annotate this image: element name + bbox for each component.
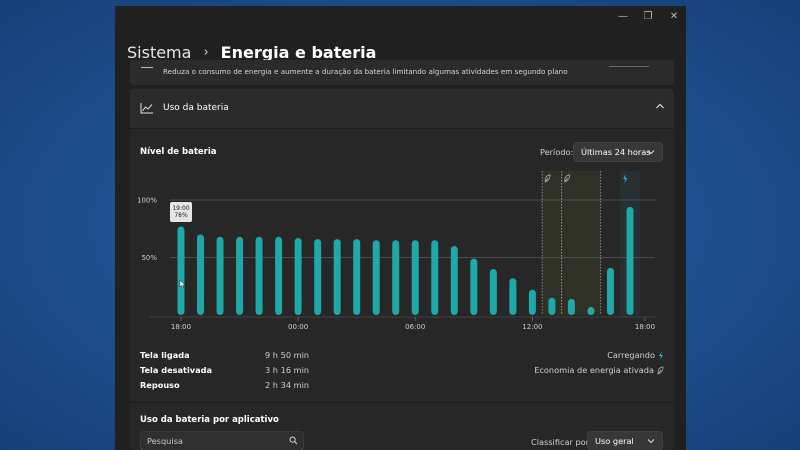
x-tick-label: 18:00 [635, 323, 655, 331]
chart-line-icon [140, 103, 153, 114]
chevron-down-icon [647, 439, 655, 444]
battery-bar [528, 289, 536, 315]
battery-bar [411, 240, 419, 315]
y-tick-label: 100% [137, 197, 157, 205]
x-tick-label: 00:00 [288, 323, 308, 331]
battery-usage-panel: Uso da bateria Nível de bateria Período:… [130, 89, 674, 450]
battery-bar [177, 226, 185, 315]
legend-energy-saver: Economia de energia ativada [534, 365, 664, 375]
energy-saver-icon [141, 63, 153, 68]
stat-value: 3 h 16 min [265, 365, 310, 375]
lightning-icon [623, 174, 628, 183]
breadcrumb: Sistema › Energia e bateria [127, 39, 376, 65]
period-dropdown[interactable]: Últimas 24 horas [573, 142, 663, 162]
mouse-pointer-icon [179, 279, 186, 289]
battery-bar [606, 267, 614, 315]
battery-usage-header[interactable]: Uso da bateria [130, 89, 674, 129]
energy-saver-description: Reduza o consumo de energia e aumente a … [163, 67, 568, 76]
stat-label: Tela desativada [140, 365, 213, 375]
search-input[interactable] [141, 432, 281, 450]
battery-bar [333, 239, 341, 315]
sort-dropdown[interactable]: Uso geral [587, 431, 663, 450]
battery-bar [216, 236, 224, 315]
chevron-down-icon [647, 150, 655, 155]
leaf-icon [657, 366, 664, 375]
x-tick-label: 12:00 [522, 323, 542, 331]
energy-saver-setting-value [609, 63, 649, 67]
battery-bar [197, 234, 205, 315]
battery-bar [548, 297, 556, 315]
battery-bar [587, 306, 595, 315]
x-tick-label: 06:00 [405, 323, 425, 331]
leaf-icon [564, 174, 571, 183]
energy-saver-region [561, 171, 601, 315]
legend-energy-saver-label: Economia de energia ativada [534, 365, 654, 375]
energy-saver-region [542, 171, 562, 315]
battery-bar [431, 240, 439, 315]
search-box[interactable] [140, 431, 304, 450]
y-tick-label: 50% [141, 254, 157, 262]
stat-label: Repouso [140, 380, 180, 390]
tooltip-value: 78% [174, 212, 188, 219]
settings-window: — ❐ ✕ Sistema › Energia e bateria Reduza… [115, 6, 686, 450]
energy-saver-card[interactable]: Reduza o consumo de energia e aumente a … [130, 60, 674, 85]
search-icon [289, 436, 298, 445]
period-value: Últimas 24 horas [581, 147, 651, 157]
stat-value: 2 h 34 min [265, 380, 310, 390]
battery-bar [314, 239, 322, 315]
chevron-right-icon: › [203, 44, 209, 60]
battery-bar [275, 236, 283, 315]
sort-label: Classificar por: [531, 437, 592, 447]
apps-usage-title: Uso da bateria por aplicativo [140, 415, 279, 425]
battery-level-title: Nível de bateria [140, 147, 217, 157]
battery-bar [255, 236, 263, 315]
battery-bar [489, 269, 497, 315]
restore-button[interactable]: ❐ [643, 11, 653, 22]
breadcrumb-root[interactable]: Sistema [127, 42, 192, 62]
chevron-up-icon[interactable] [655, 102, 665, 110]
x-tick-label: 18:00 [171, 323, 191, 331]
battery-bar [470, 258, 478, 315]
close-button[interactable]: ✕ [669, 11, 679, 22]
stat-value: 9 h 50 min [265, 350, 310, 360]
minimize-button[interactable]: — [618, 11, 628, 22]
battery-bar [353, 239, 361, 315]
battery-bar [294, 237, 302, 315]
battery-usage-title: Uso da bateria [163, 103, 229, 113]
title-bar: — ❐ ✕ [115, 6, 686, 28]
period-label: Período: [540, 147, 574, 157]
battery-bar [372, 240, 380, 315]
legend-charging-label: Carregando [607, 350, 655, 360]
stat-label: Tela ligada [140, 350, 190, 360]
tooltip-box [170, 202, 192, 222]
sort-value: Uso geral [595, 436, 634, 446]
lightning-icon [659, 351, 663, 359]
leaf-icon [544, 174, 551, 183]
section-divider [130, 402, 674, 403]
page-title: Energia e bateria [220, 42, 377, 62]
tooltip-time: 19:00 [172, 205, 189, 212]
battery-bar [567, 298, 575, 315]
battery-bar [450, 246, 458, 315]
battery-bar [236, 236, 244, 315]
battery-bar [392, 240, 400, 315]
legend-charging: Carregando [607, 350, 664, 360]
battery-bar [509, 278, 517, 315]
battery-bar [626, 206, 634, 315]
